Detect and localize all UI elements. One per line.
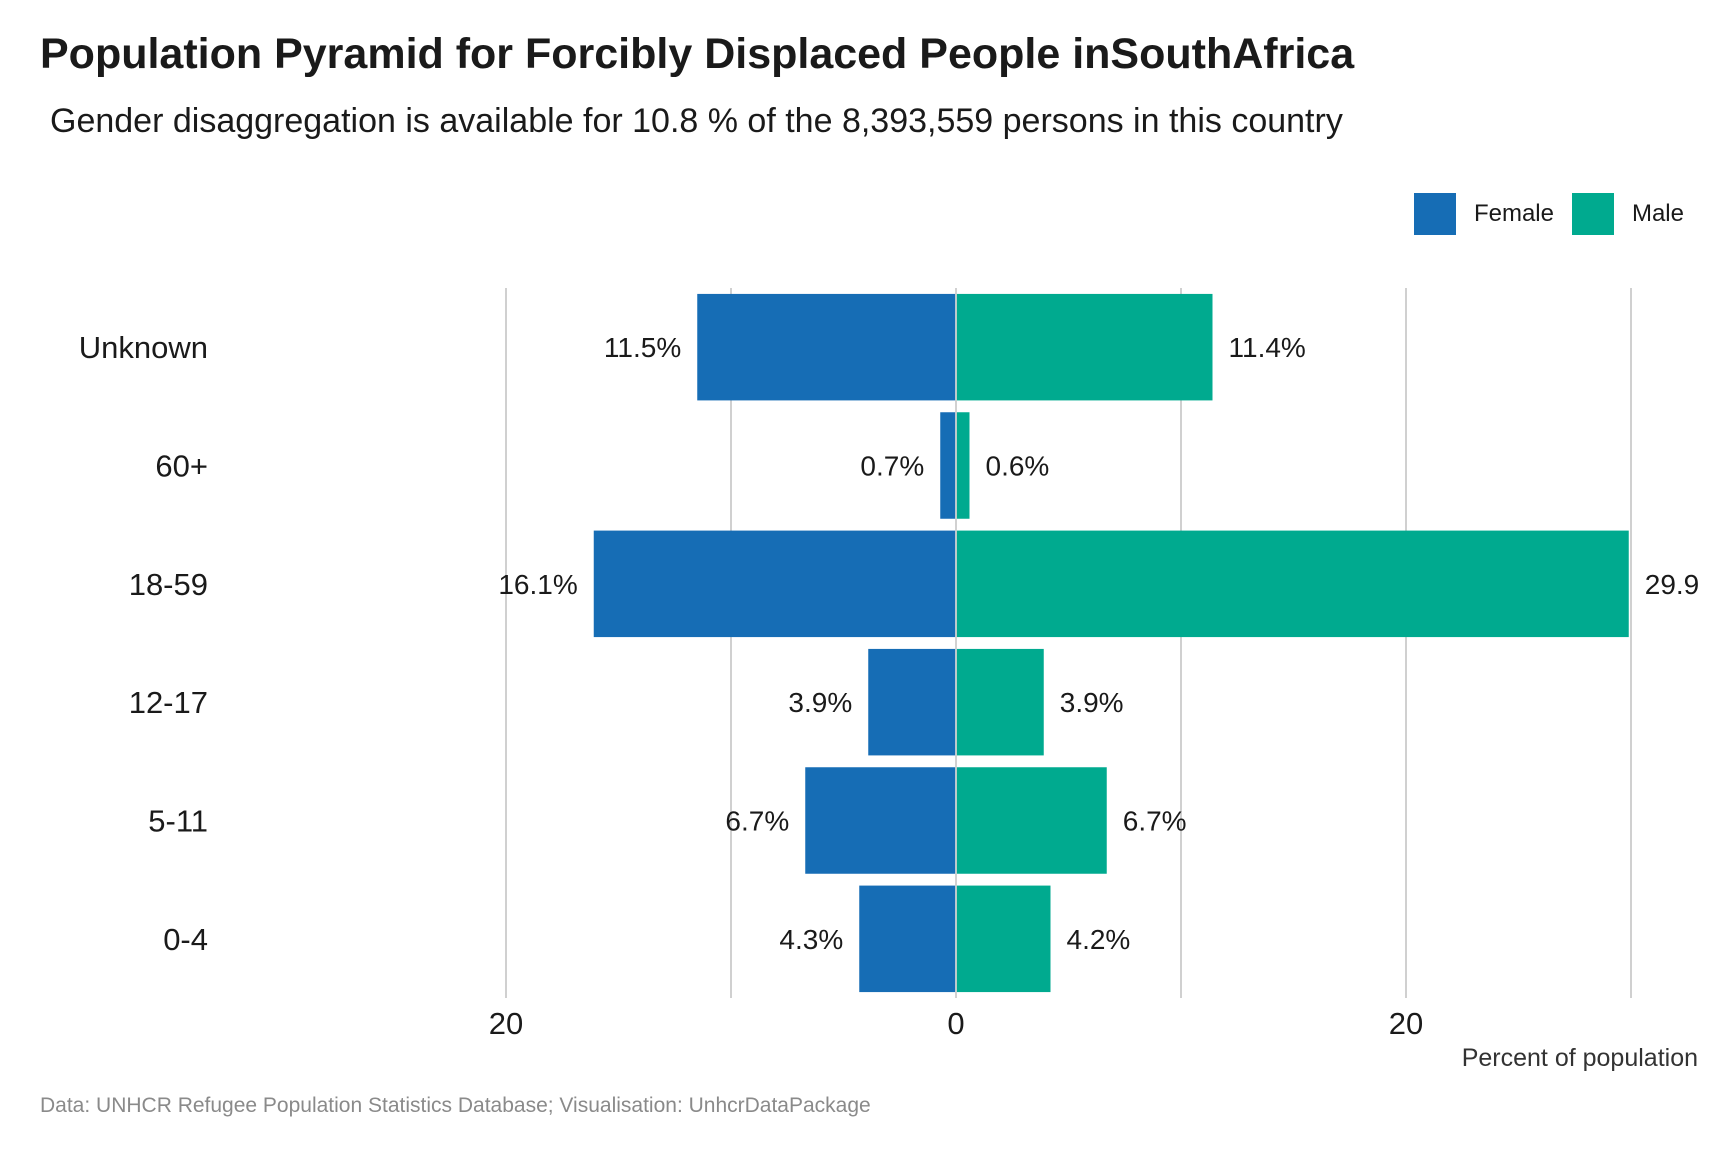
data-label-female: 0.7% [860, 451, 924, 482]
bar-female-18-59 [593, 530, 956, 638]
data-label-female: 16.1% [498, 569, 577, 600]
bar-male-Unknown [956, 293, 1213, 401]
bar-male-18-59 [956, 530, 1629, 638]
legend-item-female: Female [1413, 193, 1554, 235]
bar-male-60+ [956, 412, 970, 519]
bar-male-12-17 [956, 648, 1044, 756]
x-tick-label: 20 [489, 1006, 523, 1041]
x-tick-label: 0 [947, 1006, 964, 1041]
chart-subtitle: Gender disaggregation is available for 1… [50, 102, 1343, 140]
chart-title: Population Pyramid for Forcibly Displace… [40, 30, 1355, 78]
bar-female-12-17 [868, 648, 956, 756]
caption: Data: UNHCR Refugee Population Statistic… [40, 1094, 871, 1117]
data-label-female: 11.5% [604, 332, 681, 363]
y-tick-label: 0-4 [163, 922, 208, 957]
bar-male-5-11 [956, 767, 1107, 874]
data-label-male: 6.7% [1123, 806, 1187, 837]
x-tick-label: 20 [1389, 1006, 1423, 1041]
data-label-male: 11.4% [1229, 332, 1306, 363]
legend-swatch-male [1571, 193, 1614, 235]
bar-female-Unknown [697, 293, 956, 401]
data-label-male: 29.9 [1645, 569, 1700, 600]
data-label-male: 4.2% [1067, 924, 1131, 955]
legend-item-male: Male [1571, 193, 1684, 235]
x-axis-title: Percent of population [1461, 1044, 1698, 1072]
bar-female-0-4 [859, 885, 956, 993]
bar-male-0-4 [956, 885, 1051, 993]
legend-label-female: Female [1473, 200, 1554, 227]
y-tick-label: 5-11 [148, 804, 208, 839]
y-tick-label: 12-17 [129, 685, 208, 720]
data-label-male: 0.6% [986, 451, 1050, 482]
bar-female-5-11 [805, 767, 956, 874]
y-tick-label: Unknown [79, 330, 208, 365]
legend-swatch-female [1413, 193, 1456, 235]
data-label-male: 3.9% [1060, 687, 1124, 718]
legend: Female Male [1413, 193, 1684, 235]
y-tick-label: 18-59 [129, 567, 208, 602]
data-label-female: 4.3% [779, 924, 843, 955]
bar-female-60+ [940, 412, 956, 519]
data-label-female: 3.9% [788, 687, 852, 718]
data-label-female: 6.7% [725, 806, 789, 837]
y-tick-label: 60+ [155, 449, 208, 484]
legend-label-male: Male [1631, 200, 1684, 227]
